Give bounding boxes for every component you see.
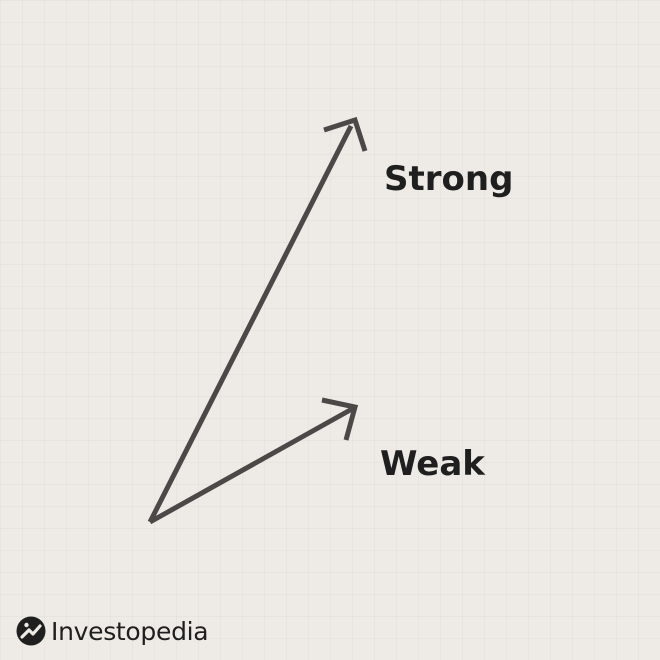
weak-arrow-shaft — [148, 406, 354, 525]
brand-name: Investopedia — [51, 616, 209, 646]
weak-label: Weak — [380, 444, 485, 484]
weak-arrow — [148, 397, 359, 525]
strong-label: Strong — [384, 159, 514, 199]
strong-arrow-shaft — [147, 124, 354, 524]
weak-arrow-head — [321, 397, 359, 441]
investopedia-logo-icon — [16, 616, 46, 646]
strong-arrow — [147, 116, 368, 524]
investopedia-logo: Investopedia — [16, 614, 209, 648]
strong-arrow-head — [323, 116, 368, 152]
